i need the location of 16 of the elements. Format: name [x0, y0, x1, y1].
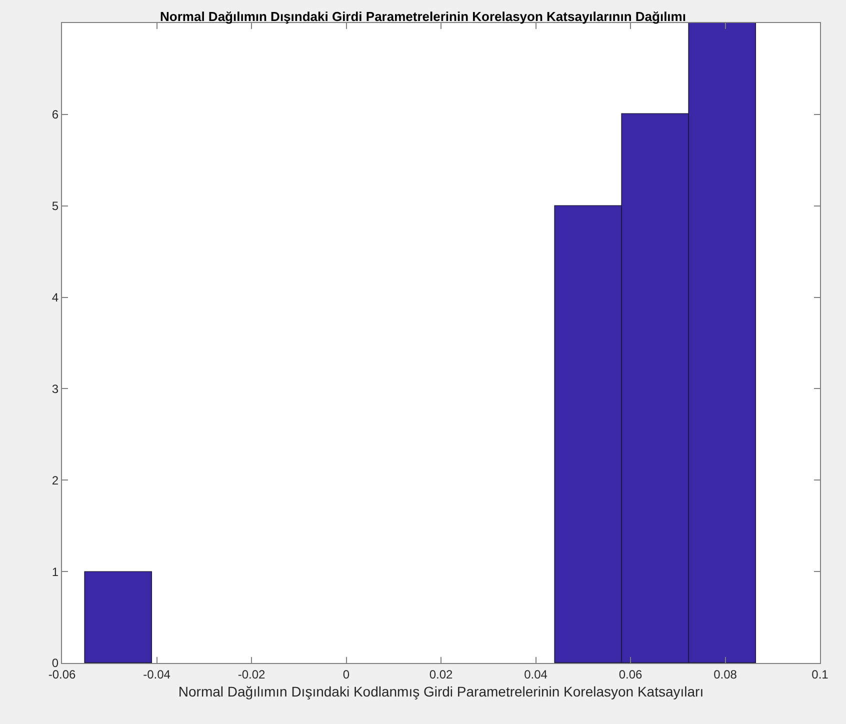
x-tick-label: 0.1 — [812, 667, 829, 682]
x-tick-label: 0.04 — [524, 667, 548, 682]
x-tick-label: -0.04 — [143, 667, 171, 682]
x-tick-label: 0.02 — [429, 667, 453, 682]
y-tick-label: 4 — [52, 290, 59, 304]
y-tick-label: 5 — [52, 199, 59, 214]
x-tick-label: 0.08 — [714, 667, 738, 682]
x-tick-label: 0.06 — [618, 667, 642, 682]
y-tick-label: 6 — [52, 108, 59, 122]
x-tick-label: 0 — [342, 667, 350, 682]
chart-title: Normal Dağılımın Dışındaki Girdi Parametrelerinin Korelasyon Katsayılarının Dağılımı — [160, 9, 686, 24]
x-tick-label: -0.02 — [238, 667, 266, 682]
y-tick-label: 2 — [52, 473, 59, 488]
x-axis-title: Normal Dağılımın Dışındaki Kodlanmış Girdi Parametrelerinin Korelasyon Katsayıları — [178, 684, 704, 700]
y-tick-label: 3 — [52, 382, 59, 396]
y-tick-label: 1 — [52, 564, 59, 579]
